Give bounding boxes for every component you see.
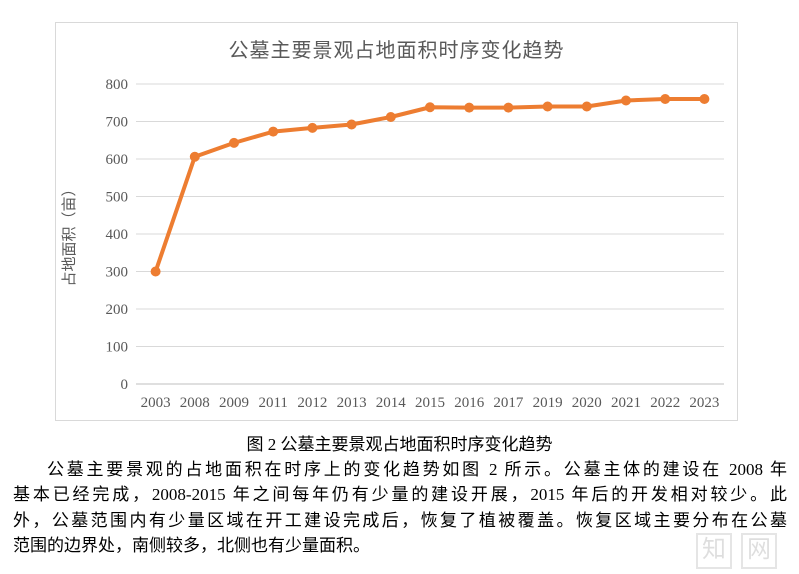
data-point: [425, 102, 435, 113]
data-line: [153, 97, 707, 274]
x-tick-label: 2022: [650, 395, 680, 411]
x-tick-label: 2013: [337, 395, 367, 411]
paragraph-line: 外，公墓范围内有少量区域在开工建设完成后，恢复了植被覆盖。恢复区域主要分布在公墓: [13, 510, 787, 530]
watermark-glyph: 知: [696, 533, 732, 569]
data-point: [385, 112, 396, 122]
line-chart: 0 100 200 300 400 500 600 700 800 2003 2008 2009 201…: [60, 77, 724, 411]
paragraph-line: 基本已经完成，2008-2015 年之间每年仍有少量的建设开展，2015 年后的…: [13, 485, 787, 505]
x-tick-label: 2008: [180, 395, 210, 411]
y-axis-title: 占地面积（亩）: [60, 181, 78, 286]
x-tick-label: 2021: [611, 395, 641, 411]
data-point: [464, 102, 475, 113]
y-tick-label: 500: [106, 190, 129, 206]
paragraph-line: 范围的边界处，南侧较多，北侧也有少量面积。: [13, 536, 370, 556]
data-point: [268, 126, 279, 137]
y-tick-label: 700: [106, 115, 129, 131]
data-point: [307, 122, 318, 133]
data-point: [503, 102, 514, 113]
y-tick-label: 800: [106, 77, 129, 93]
data-point: [581, 101, 592, 112]
data-point: [229, 137, 239, 148]
data-point: [660, 94, 671, 104]
data-point: [150, 266, 161, 277]
data-point: [621, 95, 631, 106]
x-tick-label: 2019: [533, 395, 563, 411]
y-tick-label: 300: [106, 265, 129, 281]
chart-title: 公墓主要景观占地面积时序变化趋势: [228, 40, 565, 62]
cnki-watermark: 知 网: [691, 533, 777, 569]
x-tick-label: 2003: [141, 395, 171, 411]
y-tick-label: 100: [106, 340, 129, 356]
x-tick-label: 2015: [415, 395, 445, 411]
y-tick-label: 400: [106, 227, 129, 243]
x-tick-label: 2009: [219, 395, 249, 411]
data-point: [699, 94, 710, 104]
x-tick-label: 2016: [454, 395, 485, 411]
y-tick-label: 0: [121, 377, 129, 393]
y-tick-label: 600: [106, 152, 129, 168]
y-tick-label: 200: [106, 302, 129, 318]
data-point: [346, 119, 357, 130]
x-tick-label: 2012: [297, 395, 327, 411]
figure-caption: 图 2 公墓主要景观占地面积时序变化趋势: [246, 435, 553, 454]
paragraph-line: 公墓主要景观的占地面积在时序上的变化趋势如图 2 所示。公墓主体的建设在 200…: [47, 460, 787, 479]
body-paragraph: 公墓主要景观的占地面积在时序上的变化趋势如图 2 所示。公墓主体的建设在 200…: [13, 457, 787, 559]
x-tick-label: 2017: [493, 395, 524, 411]
x-tick-label: 2011: [258, 395, 287, 411]
x-tick-label: 2014: [376, 395, 407, 411]
data-point: [542, 101, 553, 112]
chart-container: 0 100 200 300 400 500 600 700 800 2003 2008 2009 201…: [55, 22, 738, 421]
x-tick-label: 2020: [572, 395, 602, 411]
watermark-glyph: 网: [741, 533, 777, 569]
data-point: [189, 151, 200, 162]
x-tick-label: 2023: [689, 395, 719, 411]
